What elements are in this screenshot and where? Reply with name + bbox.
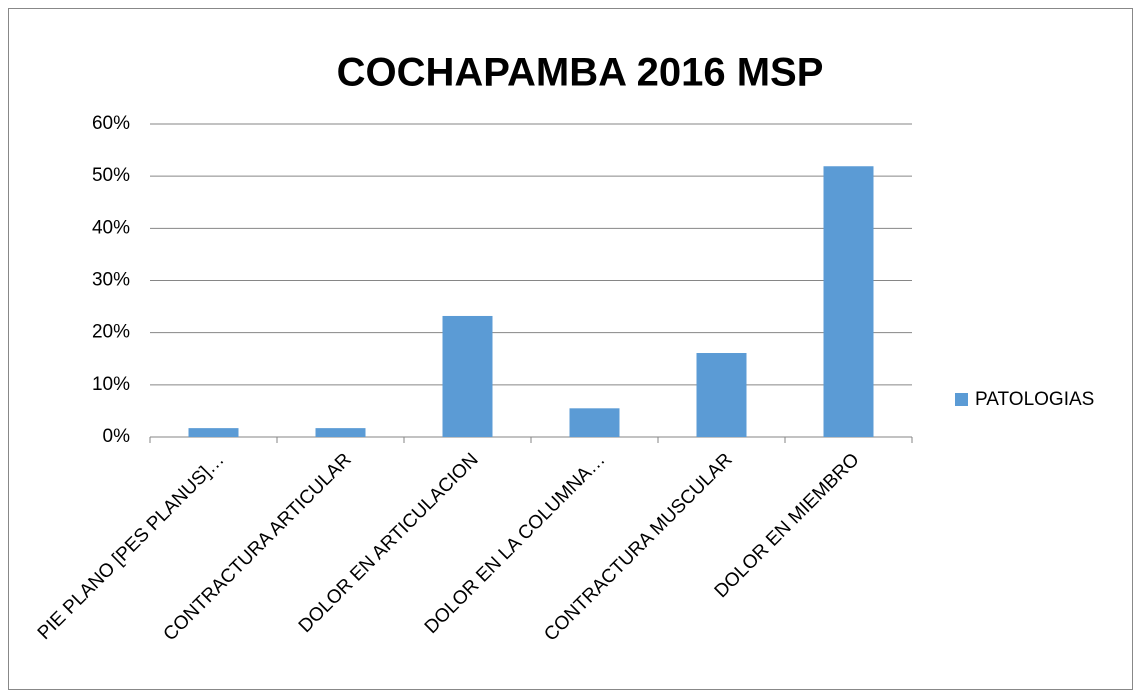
bar — [696, 353, 747, 437]
bar — [569, 408, 620, 437]
y-tick-label: 40% — [92, 217, 130, 238]
bar — [442, 315, 493, 437]
bar — [823, 166, 874, 437]
bar — [315, 428, 366, 437]
y-tick-label: 30% — [92, 270, 130, 291]
y-tick-label: 60% — [92, 113, 130, 134]
y-tick-label: 0% — [103, 426, 131, 447]
y-tick-label: 10% — [92, 374, 130, 395]
y-tick-label: 20% — [92, 322, 130, 343]
chart-border — [8, 8, 1133, 690]
bar — [188, 428, 239, 437]
y-tick-label: 50% — [92, 165, 130, 186]
legend-swatch — [955, 393, 968, 406]
legend-label: PATOLOGIAS — [975, 389, 1094, 410]
chart-title: COCHAPAMBA 2016 MSP — [337, 51, 824, 95]
